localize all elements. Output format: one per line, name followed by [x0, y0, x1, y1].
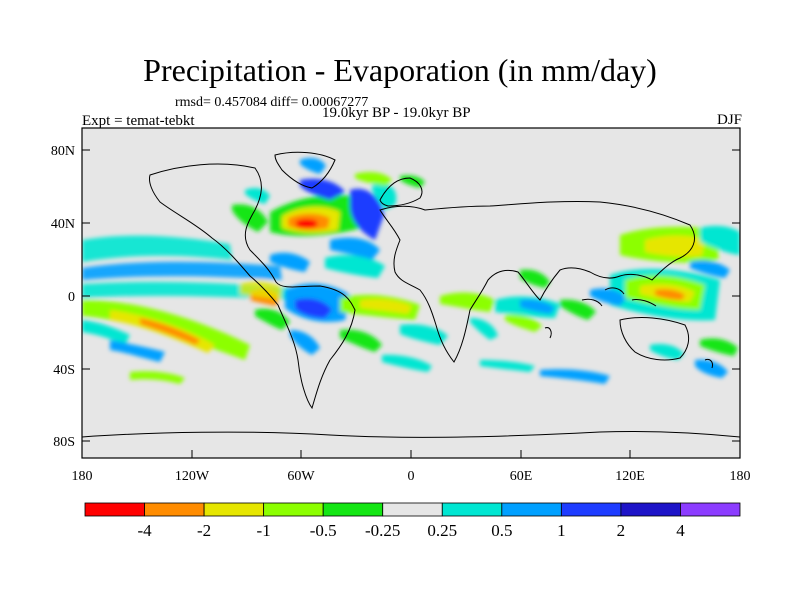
colorbar-swatch: [441, 502, 503, 517]
season-label: DJF: [716, 112, 742, 128]
stats-line: rmsd= 0.457084 diff= 0.00067277: [175, 95, 369, 110]
colorbar-label: -1: [257, 521, 271, 540]
lon-label-180-right: 180: [730, 469, 751, 484]
lat-label-0: 0: [68, 290, 75, 305]
period-label: 19.0kyr BP - 19.0kyr BP: [322, 105, 471, 121]
colorbar-label: -4: [137, 521, 152, 540]
colorbar-swatch: [144, 502, 205, 517]
lon-label-60w: 60W: [287, 469, 315, 484]
colorbar-swatch: [382, 502, 443, 517]
colorbar-swatch: [501, 502, 562, 517]
lon-label-120e: 120E: [615, 469, 645, 484]
lon-ticks: [81, 450, 741, 458]
colorbar-label: 4: [676, 521, 685, 540]
colorbar: -4 -2 -1 -0.5 -0.25 0.25 0.5 1 2 4: [84, 502, 741, 540]
lat-label-80n: 80N: [51, 144, 75, 159]
colorbar-label: -0.25: [365, 521, 400, 540]
colorbar-label: 1: [557, 521, 566, 540]
colorbar-swatch: [263, 502, 324, 517]
colorbar-swatch: [680, 502, 741, 517]
field-layer: [82, 158, 740, 384]
lon-label-120w: 120W: [175, 469, 210, 484]
colorbar-label: -2: [197, 521, 211, 540]
colorbar-label: 0.25: [427, 521, 457, 540]
colorbar-swatch: [84, 502, 145, 517]
coastlines: [82, 151, 740, 438]
lat-label-40n: 40N: [51, 217, 75, 232]
lon-label-0: 0: [408, 469, 415, 484]
lon-label-180-left: 180: [72, 469, 93, 484]
colorbar-label: 0.5: [491, 521, 512, 540]
colorbar-label: 2: [617, 521, 626, 540]
colorbar-swatch: [560, 502, 622, 517]
colorbar-swatch: [620, 502, 681, 517]
colorbar-swatch: [322, 502, 384, 517]
experiment-label: Expt = temat-tebkt: [82, 113, 195, 129]
lon-label-60e: 60E: [510, 469, 533, 484]
colorbar-label: -0.5: [310, 521, 337, 540]
lat-label-80s: 80S: [53, 435, 75, 450]
map-title: Precipitation - Evaporation (in mm/day): [143, 52, 657, 88]
lat-ticks: [82, 149, 740, 442]
colorbar-swatch: [203, 502, 265, 517]
lat-label-40s: 40S: [53, 363, 75, 378]
